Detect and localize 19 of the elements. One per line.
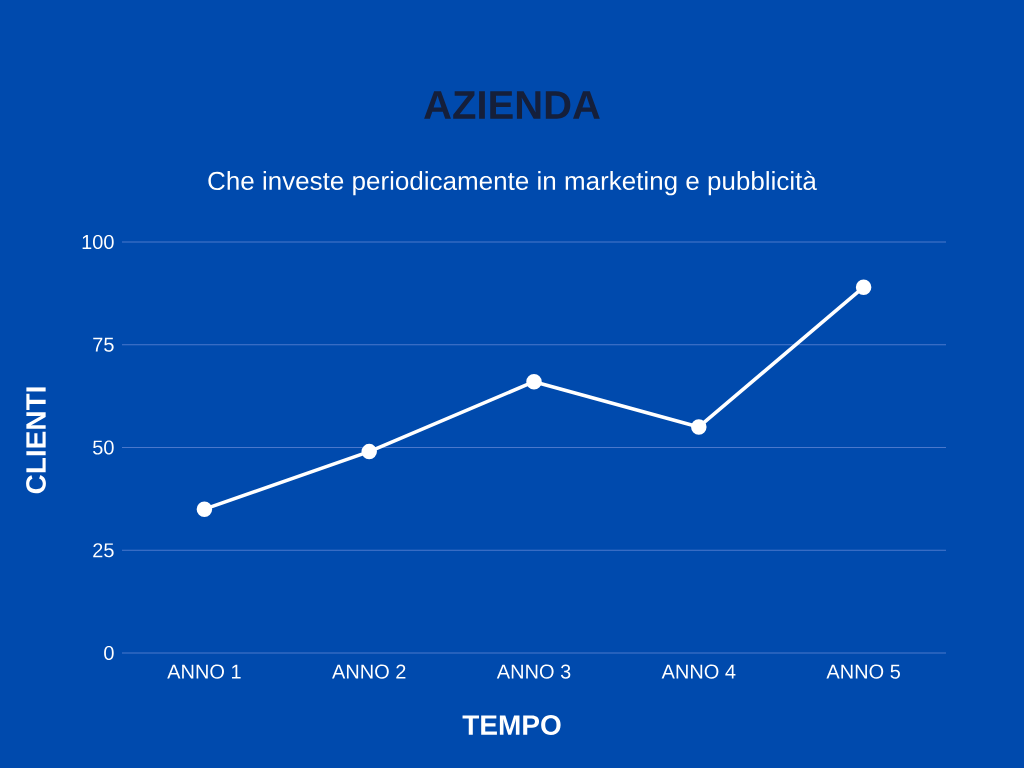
point [526,373,542,390]
chart-title: AZIENDA [424,91,600,119]
point [855,279,872,295]
y-tick-label: 0 [104,645,114,661]
point [691,419,707,435]
point [196,501,213,517]
point [361,443,377,460]
y-tick-label: 25 [93,543,114,558]
x-tick-label: ANNO 3 [496,664,571,679]
y-tick-label: 50 [93,440,114,455]
x-axis-title: TEMPO [462,715,561,735]
x-tick-label: ANNO 2 [332,664,406,679]
x-tick-label: ANNO 4 [661,664,736,679]
y-axis-title: CLIENTI [26,387,46,494]
chart-subtitle: Che investe periodicamente in marketing e pubblicità [208,170,817,196]
x-tick-label: ANNO 5 [826,664,900,679]
y-tick-label: 75 [93,337,114,352]
x-tick-label: ANNO 1 [167,664,241,679]
y-tick-label: 100 [82,234,114,250]
